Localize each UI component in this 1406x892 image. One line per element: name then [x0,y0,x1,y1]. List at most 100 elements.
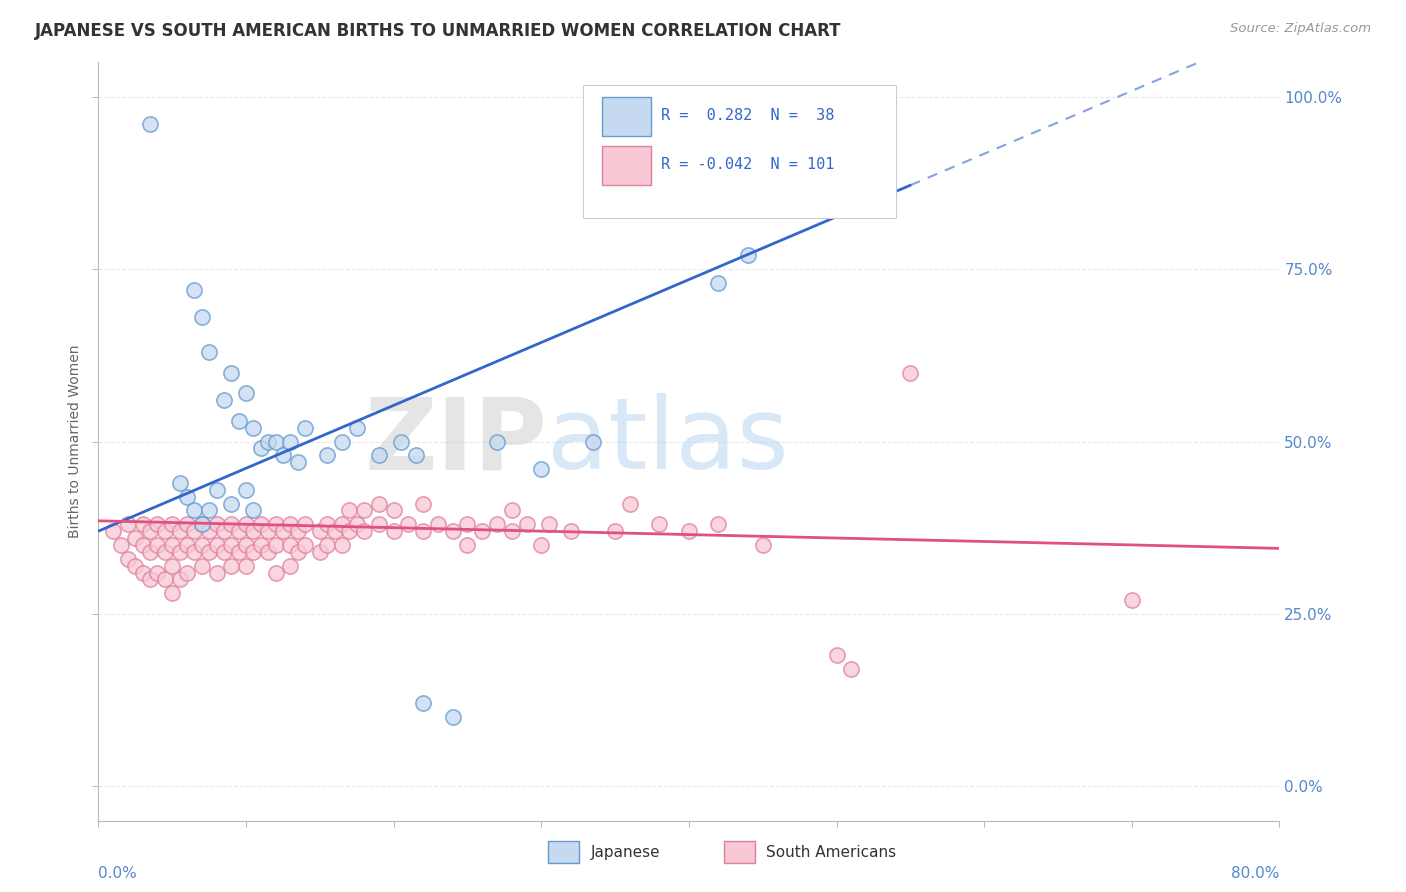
Point [198,524,221,538]
Point [153,545,176,559]
Point [264,538,287,552]
Point [287,524,309,538]
Point [176,538,198,552]
Point [117,551,139,566]
Point [530,538,553,552]
Point [221,558,243,573]
Point [242,421,264,435]
Point [501,503,523,517]
Point [287,455,309,469]
Point [707,517,730,532]
Text: 80.0%: 80.0% [1232,866,1279,881]
Point [153,524,176,538]
Point [257,545,280,559]
Point [368,517,391,532]
Point [280,517,302,532]
Point [294,421,316,435]
Point [205,566,228,580]
Point [228,545,250,559]
Point [582,434,605,449]
Point [191,517,214,532]
Point [353,524,375,538]
FancyBboxPatch shape [602,145,651,186]
FancyBboxPatch shape [602,96,651,136]
Point [441,524,464,538]
Point [169,545,191,559]
Point [198,345,221,359]
Point [205,517,228,532]
Point [146,517,169,532]
Point [427,517,450,532]
Point [110,538,132,552]
Text: South Americans: South Americans [766,845,897,860]
Point [294,517,316,532]
Point [530,462,553,476]
Point [471,524,494,538]
Point [176,517,198,532]
Point [221,497,243,511]
Y-axis label: Births to Unmarried Women: Births to Unmarried Women [67,345,82,538]
Point [228,414,250,428]
Point [280,538,302,552]
Text: Japanese: Japanese [591,845,661,860]
Point [737,248,759,262]
Point [501,524,523,538]
Point [153,573,176,587]
Point [316,517,339,532]
Point [146,538,169,552]
Point [191,517,214,532]
Point [678,524,700,538]
Point [124,558,146,573]
Point [191,538,214,552]
Point [264,517,287,532]
Point [212,524,235,538]
Point [1121,593,1143,607]
Point [752,538,775,552]
Point [280,558,302,573]
Point [330,434,353,449]
Point [280,434,302,449]
Point [257,524,280,538]
Text: R = -0.042  N = 101: R = -0.042 N = 101 [661,157,834,172]
Point [221,366,243,380]
Point [242,545,264,559]
Point [124,531,146,545]
Point [339,524,361,538]
Point [900,366,922,380]
Point [169,475,191,490]
Point [212,545,235,559]
Point [139,573,162,587]
Point [330,517,353,532]
Point [183,545,205,559]
Point [309,545,332,559]
Point [486,434,509,449]
Point [235,483,257,497]
FancyBboxPatch shape [582,85,896,218]
Point [368,448,391,462]
Point [537,517,560,532]
Point [412,497,434,511]
Point [212,393,235,408]
Point [169,573,191,587]
Point [486,517,509,532]
Bar [724,841,755,863]
Point [132,566,155,580]
Point [146,566,169,580]
Point [183,524,205,538]
Point [132,538,155,552]
Point [271,448,294,462]
Point [183,503,205,517]
Point [257,434,280,449]
Text: ZIP: ZIP [364,393,547,490]
Point [250,442,273,456]
Point [162,538,183,552]
Point [619,497,641,511]
Point [605,524,627,538]
Point [205,538,228,552]
Point [825,648,848,663]
Point [117,517,139,532]
Point [235,517,257,532]
Point [250,538,273,552]
Point [294,538,316,552]
Point [176,490,198,504]
